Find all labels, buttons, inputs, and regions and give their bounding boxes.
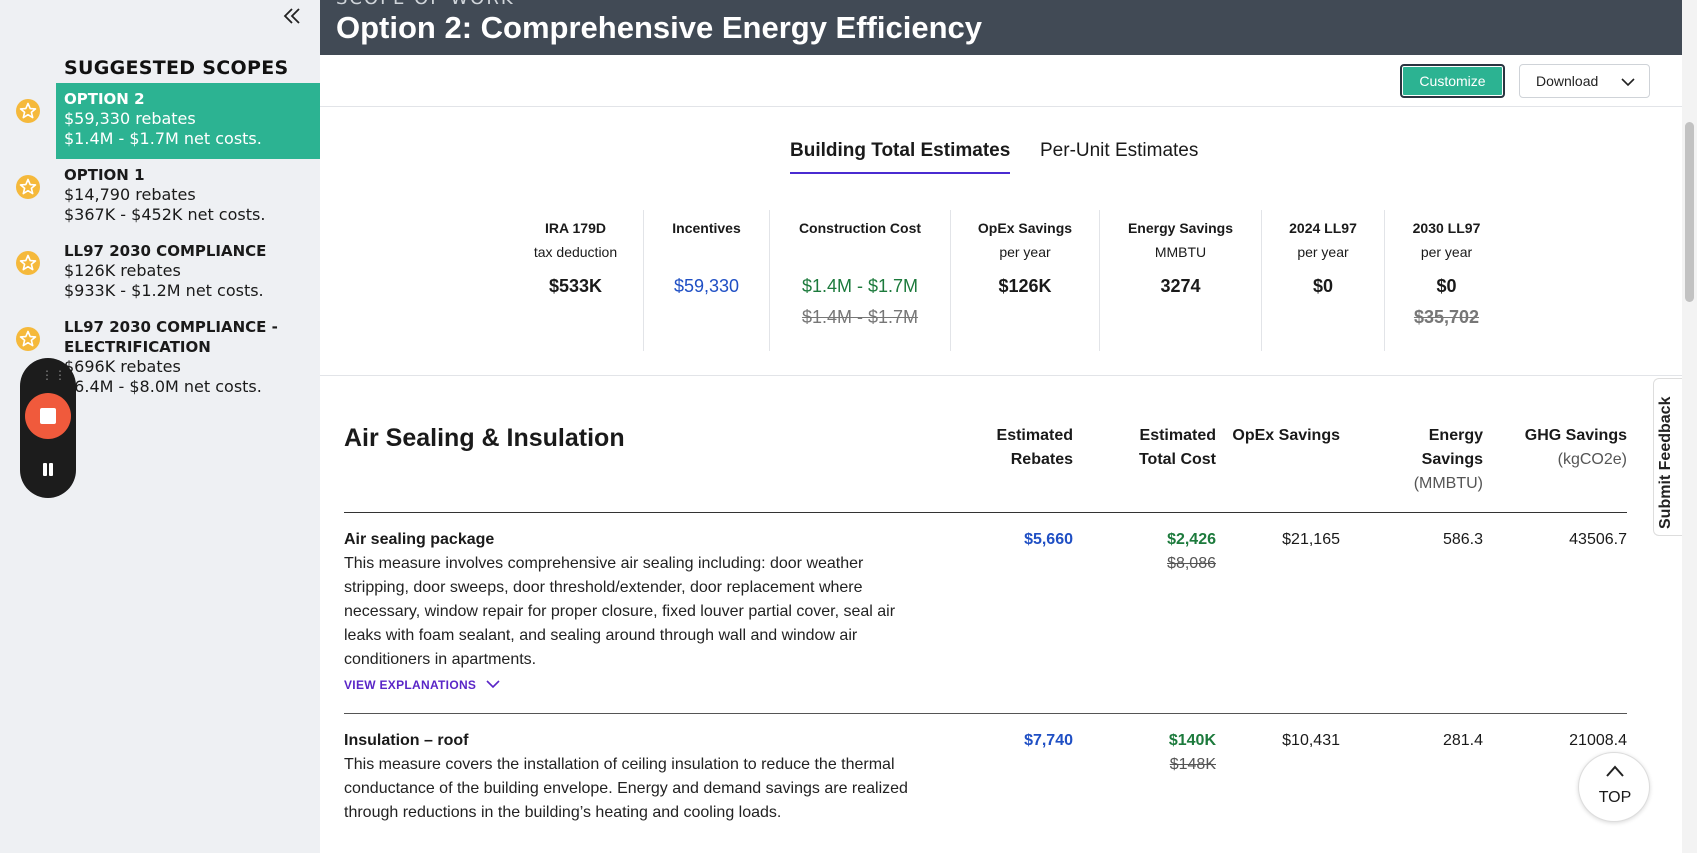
metric-old-value: $1.4M - $1.7M: [801, 307, 919, 327]
metric-value: $1.4M - $1.7M: [801, 276, 919, 296]
scope-rebates: $14,790 rebates: [64, 185, 196, 204]
metric-opex-savings: OpEx Savings per year $126K: [951, 210, 1100, 351]
rebates-value: $7,740: [1024, 732, 1073, 749]
scope-rebates: $59,330 rebates: [64, 109, 196, 128]
metric-value: $0: [1436, 276, 1457, 296]
page-header: SCOPE OF WORK Option 2: Comprehensive En…: [320, 0, 1682, 55]
chevron-down-icon: [1621, 78, 1635, 87]
scroll-to-top-button[interactable]: TOP: [1578, 752, 1650, 822]
metric-old-value: $35,702: [1413, 307, 1480, 327]
ghg-value: 43506.7: [1569, 531, 1627, 548]
metric-label: IRA 179D: [545, 220, 606, 236]
metric-sub: MMBTU: [1154, 244, 1207, 260]
download-button[interactable]: Download: [1519, 64, 1650, 98]
metric-label: Energy Savings: [1127, 220, 1234, 236]
measure-description: This measure covers the installation of …: [344, 756, 908, 821]
scrollbar-thumb[interactable]: [1685, 122, 1694, 302]
column-header-total-cost: Estimated Total Cost: [1138, 427, 1216, 468]
metric-incentives: Incentives $59,330: [644, 210, 770, 351]
star-icon: [16, 175, 40, 199]
metric-value: $533K: [548, 276, 603, 296]
table-row: Air sealing package This measure involve…: [344, 528, 1627, 698]
page-title: Option 2: Comprehensive Energy Efficienc…: [336, 10, 982, 45]
metric-label: 2024 LL97: [1289, 220, 1357, 236]
opex-value: $10,431: [1282, 732, 1340, 749]
scope-costs: $1.4M - $1.7M net costs.: [64, 129, 262, 148]
cost-cell: $2,426 $8,086: [1167, 531, 1216, 572]
divider: [320, 375, 1682, 376]
measure-name: Insulation – roof: [344, 732, 469, 749]
chevron-down-icon: [486, 680, 500, 689]
table-row: Insulation – roof This measure covers th…: [344, 729, 1627, 853]
column-header-opex-savings: OpEx Savings: [1232, 427, 1340, 444]
energy-value: 586.3: [1442, 531, 1483, 548]
submit-feedback-tab[interactable]: Submit Feedback: [1653, 378, 1683, 536]
sidebar-title: SUGGESTED SCOPES: [64, 57, 289, 79]
scope-name: LL97 2030 COMPLIANCE - ELECTRIFICATION: [64, 318, 278, 356]
download-label: Download: [1536, 73, 1599, 89]
metric-2024-ll97: 2024 LL97 per year $0: [1262, 210, 1385, 351]
metric-value: $0: [1312, 276, 1334, 296]
metric-value: $126K: [998, 276, 1052, 296]
column-header-ghg-savings: GHG Savings (kgCO2e): [1524, 427, 1627, 468]
metric-value: 3274: [1160, 276, 1201, 296]
metric-sub: [644, 242, 769, 262]
scope-name: LL97 2030 COMPLIANCE: [64, 242, 267, 260]
metric-sub: per year: [1297, 244, 1349, 260]
rebates-value: $5,660: [1024, 531, 1073, 548]
opex-value: $21,165: [1282, 531, 1340, 548]
metric-label: 2030 LL97: [1412, 220, 1481, 236]
main-content: SCOPE OF WORK Option 2: Comprehensive En…: [320, 0, 1682, 853]
view-explanations-link[interactable]: VIEW EXPLANATIONS: [344, 678, 500, 692]
column-header-rebates: Estimated Rebates: [996, 427, 1073, 468]
scope-rebates: $126K rebates: [64, 261, 181, 280]
scope-rebates: $696K rebates: [64, 357, 181, 376]
tab-building-total-estimates[interactable]: Building Total Estimates: [790, 140, 1011, 174]
metric-label: Construction Cost: [798, 220, 922, 236]
metric-energy-savings: Energy Savings MMBTU 3274: [1100, 210, 1262, 351]
tab-per-unit-estimates[interactable]: Per-Unit Estimates: [1040, 140, 1199, 161]
stop-recording-button[interactable]: [25, 393, 71, 439]
sidebar: SUGGESTED SCOPES OPTION 2 $59,330 rebate…: [0, 0, 320, 853]
column-header-energy-savings: Energy Savings (MMBTU): [1413, 427, 1483, 492]
cost-cell: $140K $148K: [1168, 732, 1216, 773]
metric-2030-ll97: 2030 LL97 per year $0 $35,702: [1385, 210, 1508, 351]
metric-value: $59,330: [673, 276, 740, 296]
metric-label: OpEx Savings: [977, 220, 1073, 236]
toolbar: Customize Download: [320, 55, 1682, 107]
row-divider: [344, 713, 1627, 714]
scrollbar[interactable]: [1682, 0, 1697, 853]
metric-sub: per year: [999, 244, 1051, 260]
scope-name: OPTION 1: [64, 166, 145, 184]
energy-value: 281.4: [1442, 732, 1483, 749]
collapse-sidebar-icon[interactable]: [280, 4, 304, 28]
page-kicker: SCOPE OF WORK: [336, 0, 515, 9]
star-icon: [16, 251, 40, 275]
recording-widget: ⋮⋮: [20, 358, 76, 498]
customize-button[interactable]: Customize: [1400, 64, 1505, 98]
ghg-value: 21008.4: [1569, 732, 1627, 749]
star-icon: [16, 327, 40, 351]
scope-costs: $367K - $452K net costs.: [64, 205, 266, 224]
metric-sub: per year: [1420, 244, 1473, 260]
pause-recording-button[interactable]: [41, 461, 55, 477]
metric-sub: [770, 242, 950, 262]
metric-ira-179d: IRA 179D tax deduction $533K: [508, 210, 644, 351]
top-label: TOP: [1598, 789, 1632, 806]
scope-costs: $933K - $1.2M net costs.: [64, 281, 264, 300]
metric-label: Incentives: [672, 220, 741, 236]
metric-sub: tax deduction: [533, 244, 618, 260]
scope-name: OPTION 2: [64, 90, 145, 108]
section-title: Air Sealing & Insulation: [344, 424, 625, 452]
measure-name: Air sealing package: [344, 531, 495, 548]
measure-description: This measure involves comprehensive air …: [344, 555, 896, 668]
drag-handle-icon[interactable]: ⋮⋮: [41, 368, 67, 382]
scope-costs: $6.4M - $8.0M net costs.: [64, 377, 262, 396]
star-icon: [16, 99, 40, 123]
table-header-rule: [344, 512, 1627, 513]
metric-construction-cost: Construction Cost $1.4M - $1.7M $1.4M - …: [770, 210, 951, 351]
chevron-up-icon: [1606, 765, 1624, 777]
